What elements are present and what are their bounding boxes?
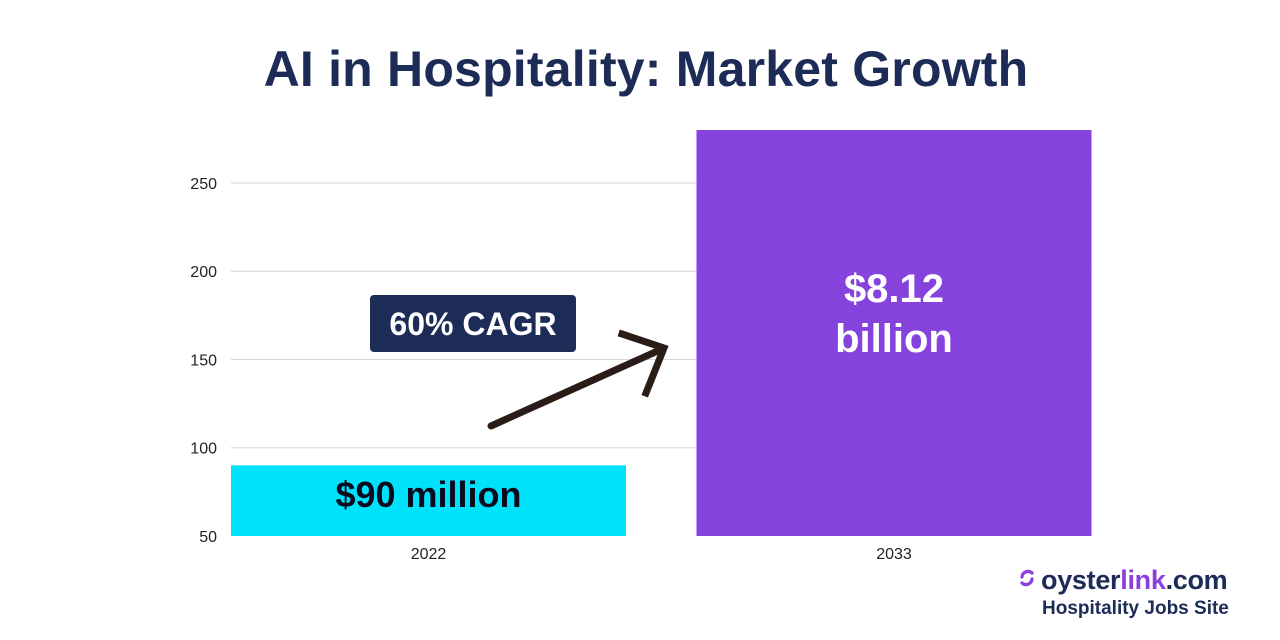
data-label-2022: $90 million xyxy=(335,474,521,515)
bar-2022 xyxy=(231,465,626,536)
y-tick-label: 150 xyxy=(190,352,217,369)
oyster-logo-icon xyxy=(1020,569,1034,587)
bar-2033 xyxy=(696,130,1092,536)
cagr-annotation-box xyxy=(370,295,576,352)
y-tick-label: 100 xyxy=(190,441,217,458)
x-tick-label: 2033 xyxy=(876,546,912,563)
x-tick-label: 2022 xyxy=(411,546,447,563)
growth-arrow xyxy=(487,345,666,430)
y-tick-label: 50 xyxy=(199,529,217,546)
brand-name: oysterlink.com xyxy=(1041,564,1228,595)
cagr-annotation-text: 60% CAGR xyxy=(389,306,556,342)
growth-arrow-head xyxy=(617,329,669,398)
data-label-2033: $8.12 billion xyxy=(835,267,953,361)
y-tick-label: 200 xyxy=(190,264,217,281)
brand-logo: oysterlink.com Hospitality Jobs Site xyxy=(1018,562,1268,632)
brand-tagline: Hospitality Jobs Site xyxy=(1042,598,1229,619)
chart-title: AI in Hospitality: Market Growth xyxy=(263,41,1029,97)
y-tick-label: 250 xyxy=(190,176,217,193)
